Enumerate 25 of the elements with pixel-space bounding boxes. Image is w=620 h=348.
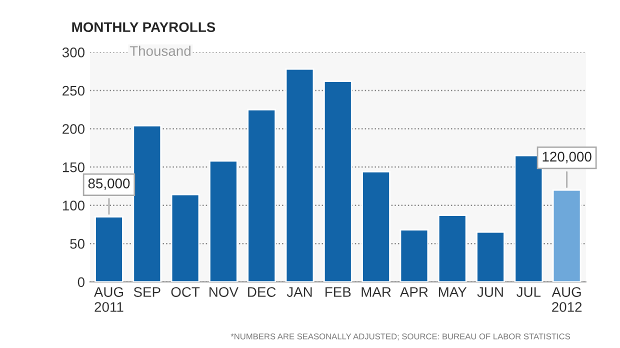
x-tick-label: FEB	[326, 287, 351, 297]
y-tick-label: 150	[62, 162, 84, 172]
x-tick-label: SEP	[134, 287, 160, 297]
annotation: 85,000	[88, 178, 130, 190]
x-tick-label: NOV	[210, 287, 238, 297]
chart-title: MONTHLY PAYROLLS	[72, 22, 216, 32]
x-tick-label: MAR	[362, 287, 391, 297]
x-tick-label: DEC	[248, 287, 276, 297]
text: *NUMBERS ARE SEASONALLY ADJUSTED; SOURCE: BUREAU OF LABOR STATISTICS	[230, 333, 570, 340]
y-axis-title: Thousand	[130, 46, 190, 56]
x-tick-label: OCT	[171, 287, 200, 297]
y-tick-label: 100	[62, 200, 84, 210]
y-tick-label: 50	[70, 238, 84, 249]
x-tick-label: MAY	[438, 287, 467, 297]
x-tick-label: AUG 2012	[552, 287, 582, 312]
x-tick-label: AUG 2011	[94, 287, 124, 312]
y-tick-label: 300	[62, 48, 84, 58]
x-tick-label: JAN	[286, 287, 312, 297]
y-tick-label: 200	[62, 124, 84, 134]
annotation: 120,000	[542, 152, 592, 164]
y-tick-label: 250	[62, 86, 84, 96]
x-tick-label: APR	[400, 287, 428, 297]
x-tick-label: JUL	[516, 287, 541, 297]
y-tick-label: 0	[78, 277, 84, 288]
x-tick-label: JUN	[477, 287, 503, 297]
